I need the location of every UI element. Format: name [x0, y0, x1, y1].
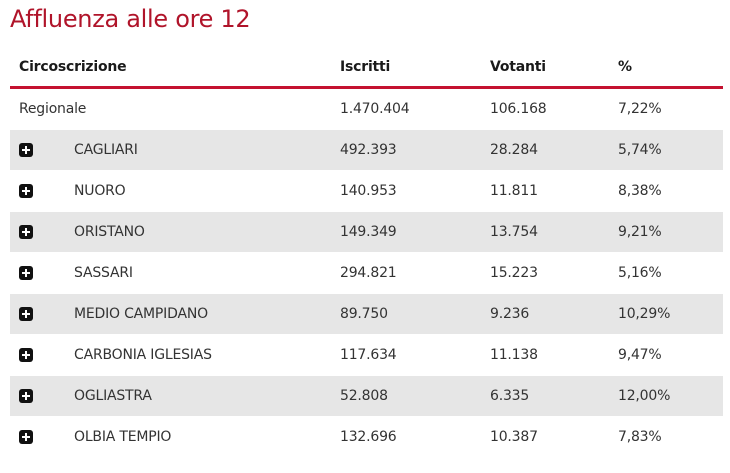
table-row-regionale: Regionale 1.470.404 106.168 7,22% [10, 89, 723, 130]
plus-square-icon[interactable] [19, 389, 33, 403]
row-iscritti: 1.470.404 [340, 101, 410, 117]
plus-square-icon[interactable] [19, 225, 33, 239]
row-votanti: 10.387 [490, 429, 538, 445]
row-name: Regionale [19, 101, 87, 117]
table-row: SASSARI 294.821 15.223 5,16% [10, 253, 723, 294]
row-votanti: 11.138 [490, 347, 538, 363]
row-votanti: 11.811 [490, 183, 538, 199]
row-name: NUORO [74, 183, 126, 199]
row-votanti: 106.168 [490, 101, 547, 117]
row-iscritti: 89.750 [340, 306, 388, 322]
row-percent: 8,38% [618, 183, 662, 199]
table-row: NUORO 140.953 11.811 8,38% [10, 171, 723, 212]
header-iscritti[interactable]: Iscritti [340, 59, 391, 75]
row-name: OLBIA TEMPIO [74, 429, 172, 445]
row-percent: 7,83% [618, 429, 662, 445]
row-percent: 12,00% [618, 388, 671, 404]
plus-square-icon[interactable] [19, 266, 33, 280]
table-row: CARBONIA IGLESIAS 117.634 11.138 9,47% [10, 335, 723, 376]
plus-square-icon[interactable] [19, 307, 33, 321]
plus-square-icon[interactable] [19, 184, 33, 198]
row-iscritti: 132.696 [340, 429, 397, 445]
row-votanti: 13.754 [490, 224, 538, 240]
row-iscritti: 294.821 [340, 265, 397, 281]
row-percent: 9,47% [618, 347, 662, 363]
table-row: ORISTANO 149.349 13.754 9,21% [10, 212, 723, 253]
row-iscritti: 140.953 [340, 183, 397, 199]
table-header: Circoscrizione Iscritti Votanti % [10, 48, 723, 89]
table-row: MEDIO CAMPIDANO 89.750 9.236 10,29% [10, 294, 723, 335]
plus-square-icon[interactable] [19, 348, 33, 362]
table-row: CAGLIARI 492.393 28.284 5,74% [10, 130, 723, 171]
turnout-table: Circoscrizione Iscritti Votanti % Region… [10, 48, 723, 458]
row-percent: 7,22% [618, 101, 662, 117]
row-iscritti: 117.634 [340, 347, 397, 363]
row-votanti: 6.335 [490, 388, 530, 404]
row-votanti: 15.223 [490, 265, 538, 281]
table-row: OLBIA TEMPIO 132.696 10.387 7,83% [10, 417, 723, 458]
row-votanti: 9.236 [490, 306, 530, 322]
row-iscritti: 492.393 [340, 142, 397, 158]
row-percent: 9,21% [618, 224, 662, 240]
plus-square-icon[interactable] [19, 430, 33, 444]
row-iscritti: 149.349 [340, 224, 397, 240]
row-percent: 10,29% [618, 306, 671, 322]
row-name: CAGLIARI [74, 142, 138, 158]
header-percent[interactable]: % [618, 59, 632, 75]
row-name: CARBONIA IGLESIAS [74, 347, 212, 363]
row-votanti: 28.284 [490, 142, 538, 158]
row-iscritti: 52.808 [340, 388, 388, 404]
row-name: OGLIASTRA [74, 388, 152, 404]
row-percent: 5,16% [618, 265, 662, 281]
plus-square-icon[interactable] [19, 143, 33, 157]
header-circoscrizione[interactable]: Circoscrizione [19, 59, 127, 75]
row-name: MEDIO CAMPIDANO [74, 306, 208, 322]
table-row: OGLIASTRA 52.808 6.335 12,00% [10, 376, 723, 417]
row-name: ORISTANO [74, 224, 145, 240]
row-percent: 5,74% [618, 142, 662, 158]
header-votanti[interactable]: Votanti [490, 59, 546, 75]
page-title: Affluenza alle ore 12 [10, 5, 251, 33]
row-name: SASSARI [74, 265, 133, 281]
